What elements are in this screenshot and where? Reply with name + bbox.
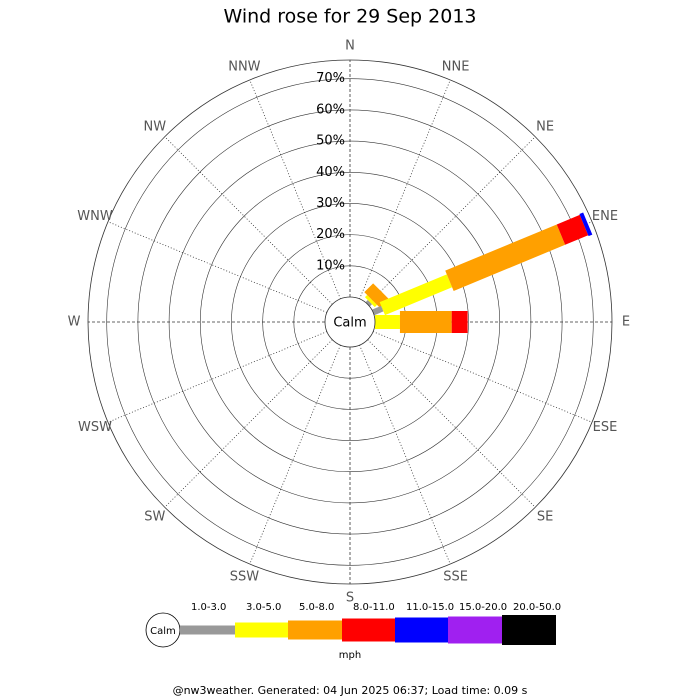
spoke	[359, 344, 451, 565]
direction-label: S	[346, 591, 354, 606]
chart-title: Wind rose for 29 Sep 2013	[223, 6, 476, 28]
r-tick-label: 70%	[316, 71, 345, 86]
spoke	[249, 79, 341, 300]
calm-circle	[324, 296, 376, 348]
legend-calm-label: Calm	[150, 626, 176, 637]
r-tick-label: 20%	[316, 227, 345, 242]
r-tick-label: 30%	[316, 196, 345, 211]
spoke	[372, 331, 593, 423]
direction-label: SSE	[443, 569, 468, 584]
direction-label: WSW	[78, 420, 112, 435]
calm-label: Calm	[333, 316, 366, 331]
legend-label: 20.0-50.0	[513, 602, 561, 613]
legend-swatch	[448, 616, 502, 644]
legend-label: 1.0-3.0	[191, 602, 226, 613]
spoke	[367, 136, 536, 305]
grid-ring	[199, 171, 501, 473]
r-tick-label: 50%	[316, 134, 345, 149]
wind-bar	[445, 224, 566, 291]
direction-label: E	[622, 315, 630, 330]
grid-ring	[106, 78, 594, 566]
wind-bar	[364, 294, 378, 308]
legend-label: 5.0-8.0	[299, 602, 334, 613]
wind-bar	[399, 311, 452, 333]
legend-swatch	[395, 617, 448, 643]
legend-swatch	[235, 622, 288, 638]
grid-ring	[231, 203, 469, 441]
footer: @nw3weather. Generated: 04 Jun 2025 06:3…	[173, 684, 528, 697]
legend-swatch	[502, 615, 556, 645]
direction-label: WNW	[77, 209, 113, 224]
legend-label: 3.0-5.0	[246, 602, 281, 613]
spoke	[359, 79, 451, 300]
wind-bar	[556, 214, 589, 245]
direction-label: NNW	[228, 60, 260, 75]
legend-label: 15.0-20.0	[459, 602, 507, 613]
direction-label: N	[345, 39, 355, 54]
spoke	[164, 339, 333, 508]
direction-label: SW	[144, 510, 165, 525]
direction-label: ENE	[592, 209, 618, 224]
spoke	[164, 136, 333, 305]
direction-label: SSW	[230, 569, 260, 584]
r-tick-label: 40%	[316, 165, 345, 180]
spoke	[107, 221, 328, 313]
wind-bar	[375, 315, 400, 329]
unit-label: mph	[339, 650, 361, 661]
spoke	[249, 344, 341, 565]
r-tick-label: 10%	[316, 258, 345, 273]
spoke	[107, 331, 328, 423]
legend-label: 11.0-15.0	[406, 602, 454, 613]
legend-label: 8.0-11.0	[353, 602, 395, 613]
wind-bar	[371, 305, 384, 316]
direction-label: NE	[536, 119, 554, 134]
direction-label: NW	[144, 119, 167, 134]
wind-bar	[579, 212, 593, 237]
r-tick-label: 60%	[316, 102, 345, 117]
legend-swatch	[288, 620, 342, 640]
wind-bar	[451, 311, 468, 333]
wind-bar	[379, 274, 453, 316]
spoke	[367, 339, 536, 508]
legend-swatch	[342, 618, 395, 642]
direction-label: SE	[537, 510, 553, 525]
direction-label: W	[68, 315, 81, 330]
legend-swatch	[180, 625, 235, 635]
direction-label: NNE	[442, 60, 470, 75]
direction-label: ESE	[593, 420, 618, 435]
wind-bar	[365, 299, 373, 307]
